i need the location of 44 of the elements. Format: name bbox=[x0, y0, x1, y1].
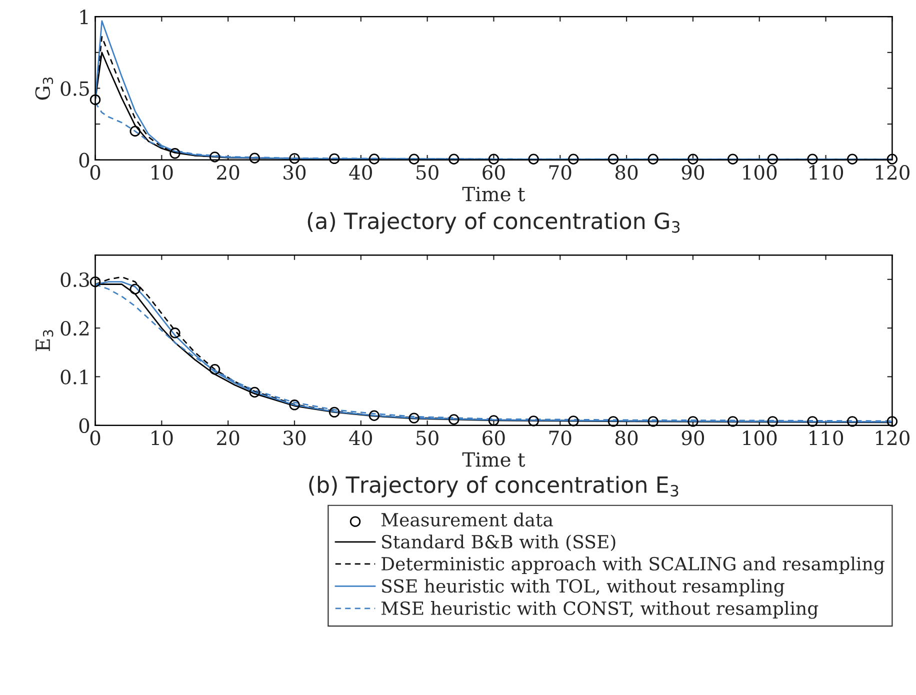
x-tick-label: 110 bbox=[810, 165, 844, 180]
x-tick-label: 70 bbox=[549, 165, 572, 180]
x-tick-label: 120 bbox=[876, 430, 910, 446]
x-tick-label: 10 bbox=[152, 430, 173, 446]
y-axis-title: G$_{3}$ bbox=[35, 78, 54, 100]
x-tick-label: 80 bbox=[615, 165, 638, 180]
y-tick-label: 1 bbox=[80, 10, 88, 24]
x-tick-label: 20 bbox=[217, 430, 240, 446]
x-axis-title: Time t bbox=[462, 186, 526, 202]
x-tick-label: 110 bbox=[810, 430, 844, 446]
x-tick-label: 10 bbox=[152, 165, 173, 180]
x-tick-label: 30 bbox=[284, 430, 306, 446]
x-tick-label: 20 bbox=[217, 165, 240, 180]
x-tick-label: 50 bbox=[416, 165, 438, 180]
x-tick-label: 60 bbox=[482, 430, 505, 446]
y-tick-label: 0.1 bbox=[60, 370, 88, 384]
x-tick-label: 0 bbox=[90, 165, 100, 180]
y-tick-label: 0 bbox=[79, 152, 90, 168]
x-tick-label: 50 bbox=[416, 430, 438, 446]
y-tick-label: 0.2 bbox=[60, 320, 88, 336]
x-tick-label: 40 bbox=[349, 165, 372, 180]
x-tick-label: 40 bbox=[349, 430, 372, 446]
x-tick-label: 70 bbox=[549, 430, 572, 446]
x-axis-title: Time t bbox=[462, 452, 526, 467]
x-tick-label: 60 bbox=[482, 165, 505, 180]
x-tick-label: 0 bbox=[90, 430, 100, 446]
x-tick-label: 90 bbox=[682, 165, 704, 180]
x-tick-label: 100 bbox=[743, 430, 777, 446]
text: (a) Trajectory of concentration G$_{3}$ bbox=[308, 212, 680, 234]
y-tick-label: 0.3 bbox=[60, 272, 89, 288]
text: (b) Trajectory of concentration E$_{3}$ bbox=[309, 476, 678, 498]
y-tick-label: 0 bbox=[79, 418, 90, 434]
legend-label: Standard B&B with (SSE) bbox=[382, 534, 616, 552]
y-axis-title: E$_{3}$ bbox=[36, 330, 54, 351]
y-tick-label: 0.5 bbox=[60, 81, 89, 96]
x-tick-label: 90 bbox=[682, 430, 704, 446]
legend-label: SSE heuristic with TOL, without resampling bbox=[382, 578, 784, 597]
legend-label: Deterministic approach with SCALING and resampling bbox=[382, 556, 884, 574]
x-tick-label: 30 bbox=[284, 165, 306, 180]
x-tick-label: 80 bbox=[615, 430, 638, 446]
legend-label: MSE heuristic with CONST, without resampling bbox=[381, 601, 818, 619]
legend-label: Measurement data bbox=[381, 512, 553, 527]
x-tick-label: 100 bbox=[743, 165, 777, 180]
x-tick-label: 120 bbox=[876, 165, 910, 180]
